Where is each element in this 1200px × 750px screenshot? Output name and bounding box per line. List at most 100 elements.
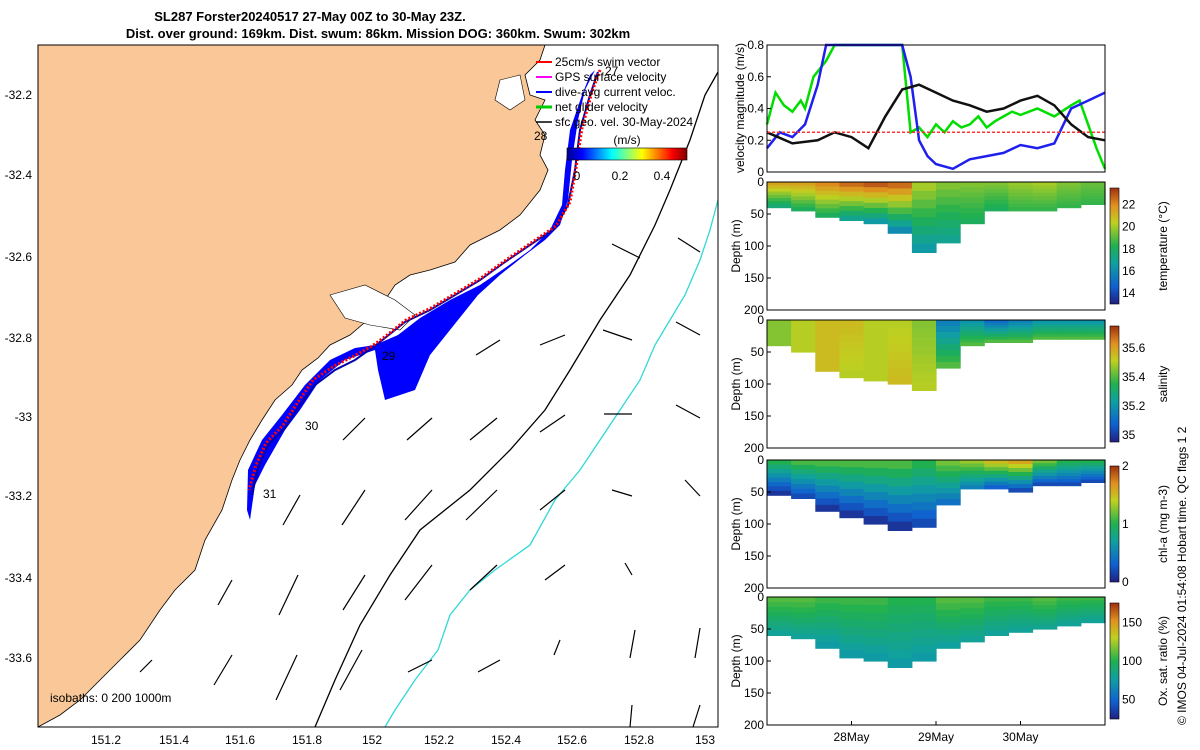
velocity-panel: 0 0.2 0.4 0.6 0.8 velocity magnitude (m/s) <box>733 38 1107 179</box>
section-cell-oxsat-2-7 <box>815 641 840 649</box>
section-cell-oxsat-3-5 <box>839 635 865 644</box>
velocity-y-ticks: 0 0.2 0.4 0.6 0.8 <box>747 38 771 179</box>
section-cell-oxsat-12-1 <box>1056 600 1082 605</box>
section-cell-oxsat-3-7 <box>839 650 865 659</box>
section-cell-temperature-3-1 <box>839 186 865 193</box>
section-cell-oxsat-0-1 <box>767 601 792 608</box>
section-cell-oxsat-10-2 <box>1008 605 1034 611</box>
section-cell-temperature-3-4 <box>839 201 865 207</box>
section-ytick-temperature-1: 50 <box>751 207 765 221</box>
section-cell-chl-a-9-6 <box>984 481 1009 486</box>
section-cell-oxsat-5-4 <box>887 632 913 642</box>
section-cell-salinity-4-5 <box>863 358 889 367</box>
section-ytick-salinity-4: 200 <box>744 441 764 455</box>
section-cell-temperature-13-1 <box>1080 184 1106 189</box>
section-cell-oxsat-6-5 <box>911 637 937 646</box>
section-cell-salinity-4-7 <box>863 373 889 382</box>
map-panel: 27 28 29 30 31 25cm/s swim vector GPS su… <box>5 44 719 747</box>
section-cell-chl-a-3-7 <box>839 510 865 519</box>
section-temperature: 0 50 100 150 200 Depth (m) 14 16 18 20 22 temperatu… <box>729 175 1170 317</box>
section-cell-oxsat-13-6 <box>1080 616 1106 620</box>
section-cell-temperature-8-3 <box>960 197 985 204</box>
isobath-note: isobaths: 0 200 1000m <box>50 691 171 705</box>
section-cell-chl-a-13-4 <box>1080 471 1106 475</box>
section-cell-oxsat-9-1 <box>984 601 1009 608</box>
section-cell-oxsat-10-0 <box>1008 597 1034 602</box>
section-cell-salinity-9-4 <box>984 331 1009 335</box>
section-cell-chl-a-8-0 <box>960 460 985 465</box>
section-cell-oxsat-5-0 <box>887 597 913 607</box>
section-cell-chl-a-10-0 <box>1008 460 1034 465</box>
section-cell-temperature-0-5 <box>767 198 792 202</box>
section-cell-salinity-13-1 <box>1080 322 1106 326</box>
section-ytick-temperature-0: 0 <box>757 175 764 189</box>
lat-ticks: -32.2 -32.4 -32.6 -32.8 -33 -33.2 -33.4 … <box>5 88 33 665</box>
swim-vectors <box>247 69 602 491</box>
section-cell-salinity-11-4 <box>1032 329 1058 333</box>
section-cell-temperature-0-0 <box>767 182 792 186</box>
section-cell-salinity-13-7 <box>1080 336 1106 340</box>
section-cell-chl-a-0-5 <box>767 482 792 487</box>
section-cell-oxsat-6-0 <box>911 597 937 606</box>
section-cell-temperature-0-6 <box>767 201 792 205</box>
section-ytick-chl-a-4: 200 <box>744 581 764 595</box>
section-cell-oxsat-2-3 <box>815 616 840 624</box>
copyright-note: © IMOS 04-Jul-2024 01:54:08 Hobart time.… <box>1175 426 1189 725</box>
title-line-2: Dist. over ground: 169km. Dist. swum: 86… <box>126 26 630 41</box>
section-cell-chl-a-8-2 <box>960 467 985 472</box>
section-cell-temperature-4-4 <box>863 202 889 209</box>
section-ytick-temperature-2: 100 <box>744 239 764 253</box>
section-ytick-oxsat-4: 200 <box>744 718 764 732</box>
section-cell-temperature-6-3 <box>911 208 937 218</box>
section-cell-temperature-8-7 <box>960 218 985 225</box>
section-cell-chl-a-9-4 <box>984 474 1009 479</box>
section-cell-chl-a-1-4 <box>791 479 816 485</box>
section-cell-oxsat-6-1 <box>911 605 937 614</box>
section-cell-oxsat-11-2 <box>1032 605 1058 610</box>
lon-tick-5: 152.2 <box>424 733 454 747</box>
section-cell-temperature-5-0 <box>887 182 913 189</box>
section-cell-salinity-4-0 <box>863 320 889 329</box>
section-cell-chl-a-0-6 <box>767 486 792 492</box>
section-cell-temperature-10-5 <box>1008 200 1034 205</box>
section-cell-temperature-8-1 <box>960 187 985 193</box>
section-cbtick-temperature-1: 16 <box>1122 264 1136 278</box>
section-cell-chl-a-8-6 <box>960 481 985 486</box>
section-cell-salinity-1-1 <box>791 324 816 329</box>
section-cell-chl-a-12-4 <box>1056 472 1082 477</box>
section-cell-chl-a-6-4 <box>911 493 937 503</box>
lon-tick-3: 151.8 <box>292 733 322 747</box>
section-cell-salinity-0-7 <box>767 342 792 347</box>
section-cell-chl-a-5-7 <box>887 521 913 531</box>
section-cell-salinity-0-1 <box>767 323 792 327</box>
section-cell-salinity-3-2 <box>839 334 865 343</box>
section-ytick-salinity-0: 0 <box>757 313 764 327</box>
section-cell-chl-a-8-4 <box>960 474 985 479</box>
section-cell-chl-a-5-2 <box>887 477 913 487</box>
section-cell-salinity-12-6 <box>1056 334 1082 338</box>
section-cell-temperature-2-1 <box>815 186 840 192</box>
section-cbtick-oxsat-1: 100 <box>1122 654 1142 668</box>
section-cell-chl-a-4-2 <box>863 476 889 485</box>
section-cell-chl-a-9-2 <box>984 467 1009 472</box>
section-cell-temperature-10-6 <box>1008 203 1034 208</box>
section-cell-salinity-2-3 <box>815 339 840 347</box>
section-cell-temperature-13-4 <box>1080 193 1106 197</box>
section-cbtick-oxsat-2: 150 <box>1122 615 1142 629</box>
section-cell-salinity-9-5 <box>984 334 1009 338</box>
section-cell-temperature-4-0 <box>863 182 889 188</box>
section-cell-temperature-7-1 <box>936 189 961 198</box>
section-cell-salinity-10-6 <box>1008 336 1034 341</box>
section-cell-chl-a-2-3 <box>815 479 840 487</box>
section-cell-chl-a-10-6 <box>1008 484 1034 489</box>
section-cell-temperature-3-6 <box>839 210 865 217</box>
section-cell-salinity-3-6 <box>839 363 865 371</box>
section-cell-oxsat-3-1 <box>839 604 865 613</box>
section-ytick-salinity-3: 150 <box>744 409 764 423</box>
section-colorbar-salinity <box>1109 325 1120 443</box>
section-cell-temperature-5-7 <box>887 226 913 234</box>
section-cell-temperature-12-5 <box>1056 198 1082 202</box>
section-cell-oxsat-6-6 <box>911 645 937 654</box>
section-cell-oxsat-3-2 <box>839 612 865 621</box>
section-cell-oxsat-8-1 <box>960 602 985 609</box>
